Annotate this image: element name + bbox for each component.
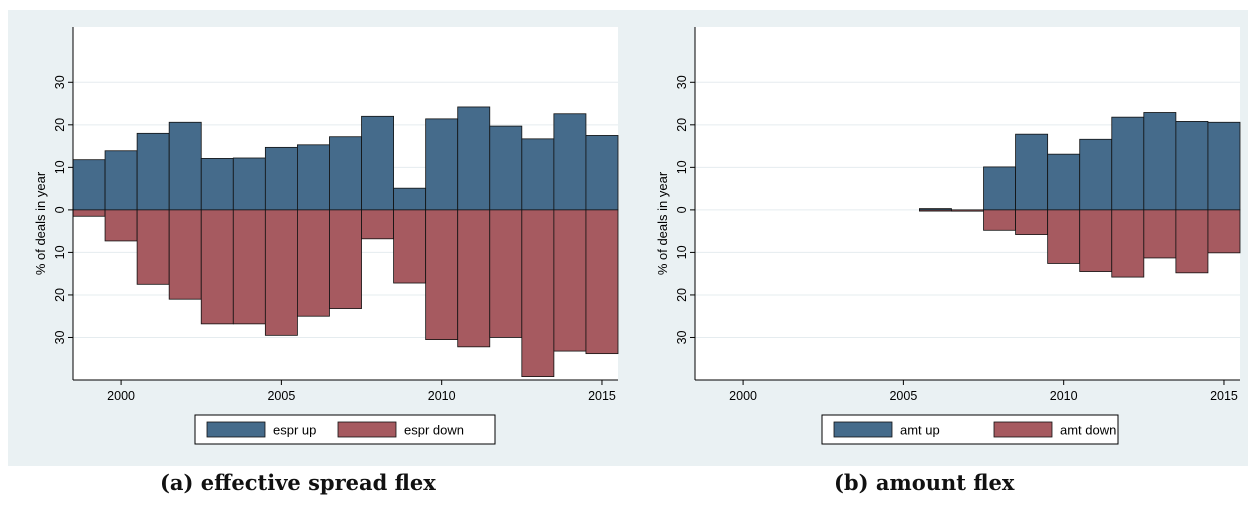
- bar-espr-up-2015: [585, 135, 619, 211]
- bar-espr-up-2005: [264, 146, 298, 211]
- bar-espr-down-2013: [521, 209, 555, 378]
- bar-espr-up-2000: [104, 150, 138, 211]
- x-tick-label: 2005: [267, 389, 295, 403]
- x-tick-label: 2000: [729, 389, 757, 403]
- bar-espr-down-2014: [553, 209, 587, 352]
- y-tick-label: 30: [53, 330, 67, 344]
- y-tick-label: 10: [675, 160, 689, 174]
- y-tick-label: 10: [675, 245, 689, 259]
- y-tick-label: 10: [53, 245, 67, 259]
- legend-swatch-espr-down: [337, 421, 397, 438]
- bar-amt-down-2015: [1207, 209, 1241, 254]
- bar-amt-up-2009: [1015, 133, 1049, 211]
- x-tick-label: 2015: [1210, 389, 1238, 403]
- bar-espr-down-2011: [457, 209, 491, 348]
- y-tick-label: 0: [675, 206, 689, 213]
- bar-espr-down-2007: [329, 209, 362, 309]
- bar-espr-down-2002: [168, 209, 202, 300]
- bar-amt-up-2015: [1207, 121, 1241, 211]
- x-tick-label: 2010: [428, 389, 456, 403]
- legend-swatch-amt-down: [993, 421, 1053, 438]
- bar-espr-down-2004: [232, 209, 266, 325]
- bar-espr-up-2014: [553, 113, 587, 211]
- caption-b: (b) amount flex: [834, 470, 1015, 495]
- bar-espr-down-2005: [264, 209, 298, 336]
- bar-espr-down-2001: [136, 209, 170, 285]
- bar-espr-down-2006: [297, 209, 330, 317]
- bar-espr-up-2003: [200, 158, 234, 211]
- bar-espr-up-2011: [457, 106, 491, 211]
- legend-label-espr-up: espr up: [273, 423, 316, 438]
- legend-label-amt-up: amt up: [900, 423, 940, 438]
- bar-espr-down-2010: [425, 209, 459, 341]
- bar-amt-down-2009: [1015, 209, 1049, 235]
- bar-amt-up-2012: [1111, 116, 1145, 211]
- x-tick-label: 2000: [107, 389, 135, 403]
- y-tick-label: 0: [53, 206, 67, 213]
- y-tick-label: 20: [675, 288, 689, 302]
- bar-espr-down-1999: [72, 209, 106, 217]
- bar-espr-up-2012: [489, 125, 523, 211]
- bar-espr-up-2002: [168, 121, 202, 211]
- y-tick-label: 30: [53, 75, 67, 89]
- legend-label-amt-down: amt down: [1060, 423, 1116, 438]
- x-tick-label: 2010: [1050, 389, 1078, 403]
- y-tick-label: 30: [675, 330, 689, 344]
- legend-swatch-amt-up: [833, 421, 893, 438]
- bar-amt-up-2008: [983, 166, 1016, 211]
- bar-amt-down-2008: [983, 209, 1016, 231]
- bar-amt-down-2014: [1175, 209, 1209, 274]
- bar-espr-up-2006: [297, 144, 330, 211]
- legend-swatch-espr-up: [206, 421, 266, 438]
- bar-amt-down-2013: [1143, 209, 1177, 259]
- bar-espr-up-1999: [72, 159, 106, 211]
- y-tick-label: 20: [53, 288, 67, 302]
- bar-espr-down-2015: [585, 209, 619, 355]
- x-tick-label: 2015: [588, 389, 616, 403]
- y-tick-label: 20: [675, 118, 689, 132]
- bar-espr-down-2000: [104, 209, 138, 242]
- bar-espr-up-2009: [393, 187, 427, 211]
- bar-amt-down-2007: [951, 209, 984, 212]
- bar-amt-up-2010: [1047, 153, 1081, 211]
- bar-amt-down-2011: [1079, 209, 1113, 272]
- bar-amt-down-2006: [919, 209, 952, 212]
- bar-espr-down-2012: [489, 209, 523, 338]
- bar-amt-down-2010: [1047, 209, 1081, 264]
- legend-label-espr-down: espr down: [404, 423, 464, 438]
- caption-a: (a) effective spread flex: [160, 470, 436, 495]
- bar-espr-up-2004: [232, 157, 266, 211]
- bar-espr-up-2013: [521, 138, 555, 211]
- y-axis-title: % of deals in year: [655, 171, 670, 275]
- bar-amt-up-2013: [1143, 112, 1177, 211]
- bar-espr-up-2010: [425, 118, 459, 211]
- y-tick-label: 30: [675, 75, 689, 89]
- bar-amt-up-2014: [1175, 121, 1209, 211]
- bar-amt-up-2011: [1079, 138, 1113, 211]
- y-tick-label: 20: [53, 118, 67, 132]
- bar-amt-down-2012: [1111, 209, 1145, 278]
- bar-espr-up-2001: [136, 132, 170, 211]
- x-tick-label: 2005: [889, 389, 917, 403]
- bar-espr-down-2009: [393, 209, 427, 284]
- y-tick-label: 10: [53, 160, 67, 174]
- bar-espr-down-2003: [200, 209, 234, 325]
- bar-espr-up-2008: [361, 115, 394, 211]
- bar-espr-up-2007: [329, 136, 362, 211]
- y-axis-title: % of deals in year: [33, 171, 48, 275]
- bar-espr-down-2008: [361, 209, 394, 240]
